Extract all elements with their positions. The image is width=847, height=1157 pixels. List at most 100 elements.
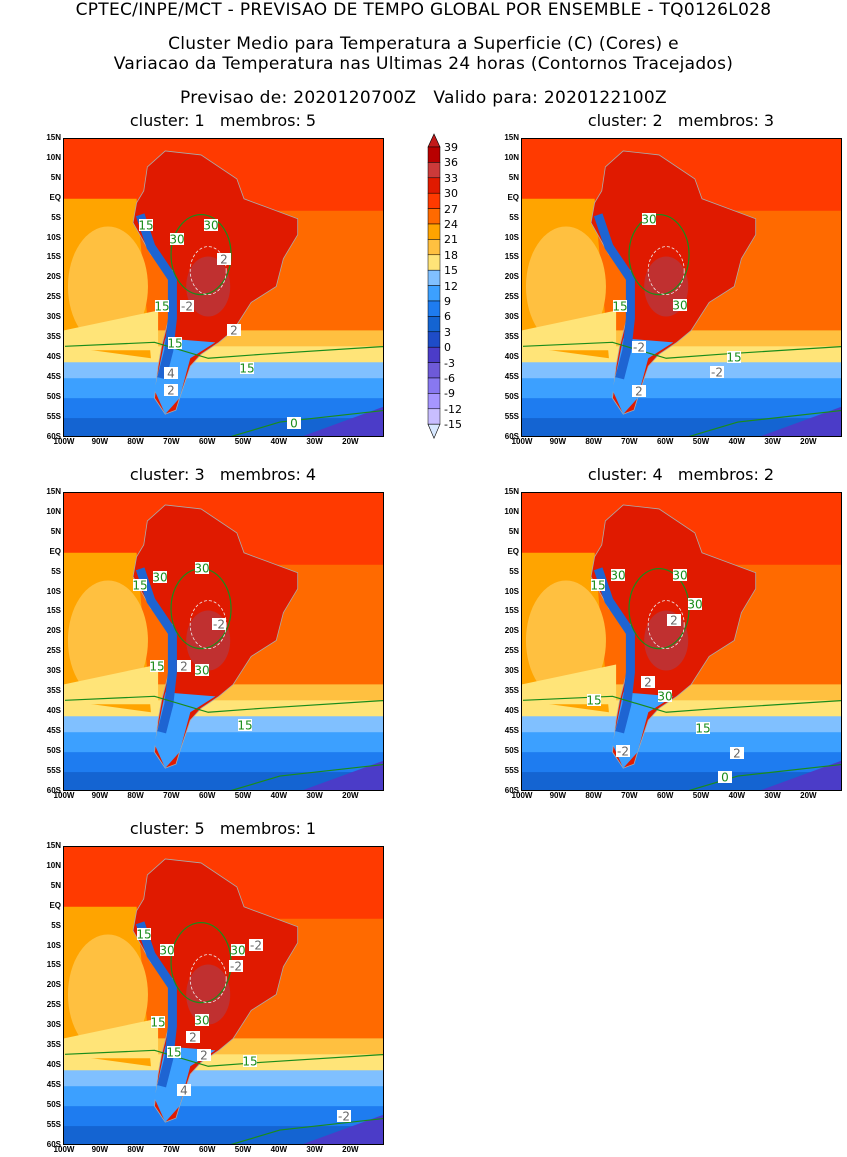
temperature-band [64,1106,383,1128]
temperature-band [64,362,383,380]
lat-tick-label: 15S [46,606,61,616]
contour-label: -2 [337,1110,351,1124]
map-panel-cluster-5: 15 30 30 -2 -2 15 30 2 15 2 15 4 -2 [63,846,384,1145]
lat-tick-label: 5S [509,566,519,576]
hot-core [186,256,231,317]
lat-tick-label: 45S [504,371,519,381]
lat-tick-label: 15S [46,960,61,970]
lat-tick-label: 30S [46,1020,61,1030]
colorbar-label: 30 [444,187,458,201]
contour-label: 2 [186,1031,200,1045]
lat-tick-label: EQ [507,546,519,556]
contour-15 [522,695,841,713]
colorbar-segment [427,362,441,379]
lat-tick-label: 10S [46,586,61,596]
lon-tick-label: 20W [800,437,817,446]
contour-label-text: -2 [617,745,629,759]
variation-contour [647,246,685,295]
lon-tick-label: 60W [198,1145,216,1154]
colorbar-segment [427,316,441,333]
contour-label-text: 15 [695,722,710,736]
contour-label: -2 [249,939,263,953]
lat-tick-label: 60S [46,785,61,795]
pacific-cool-region [67,226,148,347]
colorbar-segment [427,162,441,179]
lat-tick-label: 40S [504,705,519,715]
temperature-band [64,732,383,754]
contour-label: 30 [610,569,625,583]
andes-cold-strip [593,567,635,734]
figure-title-line4: Previsao de: 2020120700Z Valido para: 20… [180,88,667,108]
lon-tick-label: 50W [234,1145,252,1154]
map-panel-cluster-1: 15 30 30 2 -2 15 2 15 15 4 2 0 [63,138,384,437]
temperature-band [64,772,383,790]
contour-label-text: 15 [154,300,169,314]
lat-tick-label: 5N [50,526,61,536]
panel-title: cluster: 3 membros: 4 [129,465,317,484]
temperature-band [64,378,383,400]
contour-label-text: 2 [635,385,643,399]
contour-label: 30 [194,562,209,576]
contour-label: -2 [710,366,724,380]
lon-tick-label: 50W [692,437,710,446]
temperature-band [64,716,383,734]
lat-tick-label: 20S [504,272,519,282]
panel-title: cluster: 1 membros: 5 [129,111,317,130]
contour-label: 15 [138,219,153,233]
temperature-band [64,398,383,420]
colorbar-segment [427,239,441,256]
contour-30 [170,214,232,296]
contour-label: 15 [132,579,147,593]
lat-tick-label: 55S [46,411,61,421]
colorbar-segment [427,300,441,317]
contour-label-text: 30 [641,213,656,227]
figure-title-line3: Variacao da Temperatura nas Ultimas 24 h… [113,54,734,74]
lat-tick-label: 15N [504,133,519,142]
contour-label-text: 2 [733,747,741,761]
temperature-band [522,362,841,380]
lon-tick-label: 70W [163,791,180,800]
colorbar-segment [427,331,441,348]
colorbar-segment [427,177,441,194]
lon-tick-label: 100W [53,791,75,800]
contour-15 [64,341,383,359]
lat-tick-label: 45S [46,1079,61,1089]
lat-tick-label: 40S [46,1059,61,1069]
contour-label: 15 [242,1055,257,1069]
colorbar-segment [427,346,441,363]
lon-tick-label: 20W [342,791,359,800]
contour-label-text: 30 [657,690,672,704]
contour-label: 15 [166,1046,181,1060]
contour-label-text: 30 [169,233,184,247]
figure-title-line2: Cluster Medio para Temperatura a Superfi… [168,34,679,54]
variation-contour [189,600,227,649]
lat-tick-label: 10S [46,940,61,950]
lat-tick-label: 25S [46,646,61,656]
contour-label-text: 15 [138,219,153,233]
temperature-band [522,378,841,400]
lat-tick-label: 25S [504,646,519,656]
lon-tick-label: 20W [800,791,817,800]
andes-cold-strip [135,213,177,380]
colorbar-label: -3 [444,356,455,370]
contour-label-text: 30 [194,664,209,678]
variation-contour [189,954,227,1003]
contour-label-text: 0 [721,771,729,785]
contour-label: 2 [641,676,655,690]
contour-label: 30 [152,571,167,585]
lon-tick-label: 30W [306,1145,323,1154]
lat-tick-label: 60S [504,785,519,795]
lat-tick-label: EQ [49,900,61,910]
lat-tick-label: 35S [46,332,61,341]
colorbar-segment [427,223,441,240]
lat-tick-label: 50S [46,745,61,755]
contour-label-text: -2 [250,939,262,953]
lat-tick-label: 30S [504,666,519,676]
panel-title: cluster: 5 membros: 1 [129,819,317,838]
contour-label-text: 30 [203,219,218,233]
contour-label: -2 [632,341,646,355]
lat-tick-label: 15S [504,606,519,616]
colorbar-label: 36 [444,156,458,170]
lon-tick-label: 80W [127,437,144,446]
contour-label: 30 [657,690,672,704]
